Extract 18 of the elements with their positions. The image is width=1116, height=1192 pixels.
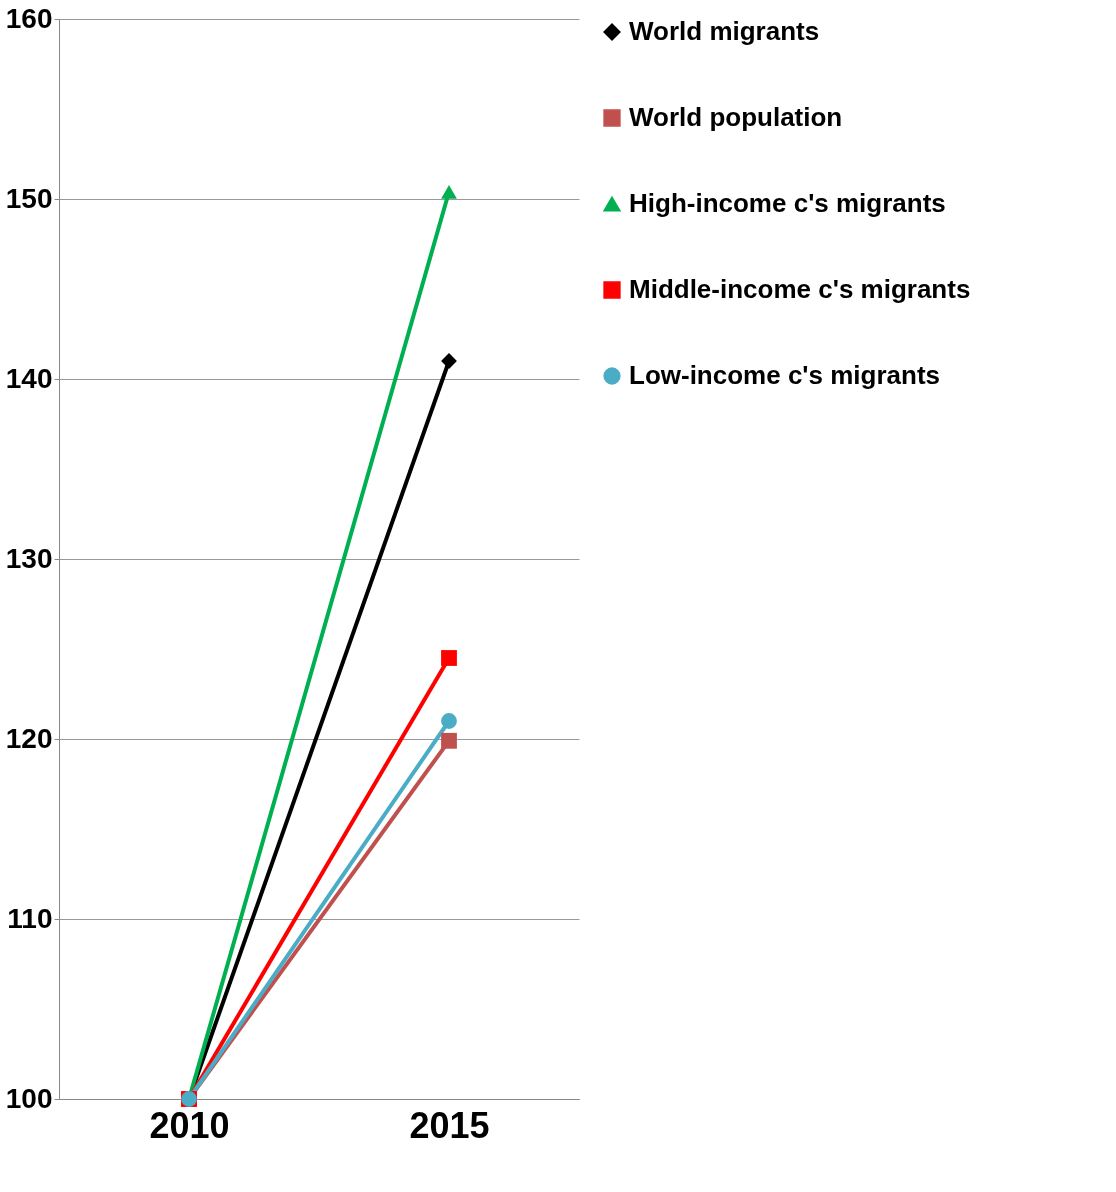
point — [441, 713, 457, 729]
y-tick-label: 160 — [5, 2, 53, 34]
legend-label: Low-income c's migrants — [629, 360, 941, 390]
legend-label: World population — [629, 102, 843, 132]
legend-label: Middle-income c's migrants — [629, 274, 971, 304]
point — [441, 650, 457, 666]
y-tick-label: 100 — [5, 1082, 53, 1114]
point — [441, 732, 457, 749]
legend-label: World migrants — [629, 16, 820, 46]
y-tick-label: 130 — [5, 542, 53, 574]
point — [441, 353, 457, 369]
x-tick-label: 2010 — [149, 1104, 230, 1146]
y-tick-label: 150 — [5, 182, 53, 214]
y-tick-label: 120 — [5, 722, 53, 754]
x-tick-label: 2015 — [409, 1104, 490, 1146]
y-tick-label: 110 — [7, 902, 53, 934]
y-tick-label: 140 — [5, 362, 53, 394]
legend-label: High-income c's migrants — [629, 188, 946, 218]
